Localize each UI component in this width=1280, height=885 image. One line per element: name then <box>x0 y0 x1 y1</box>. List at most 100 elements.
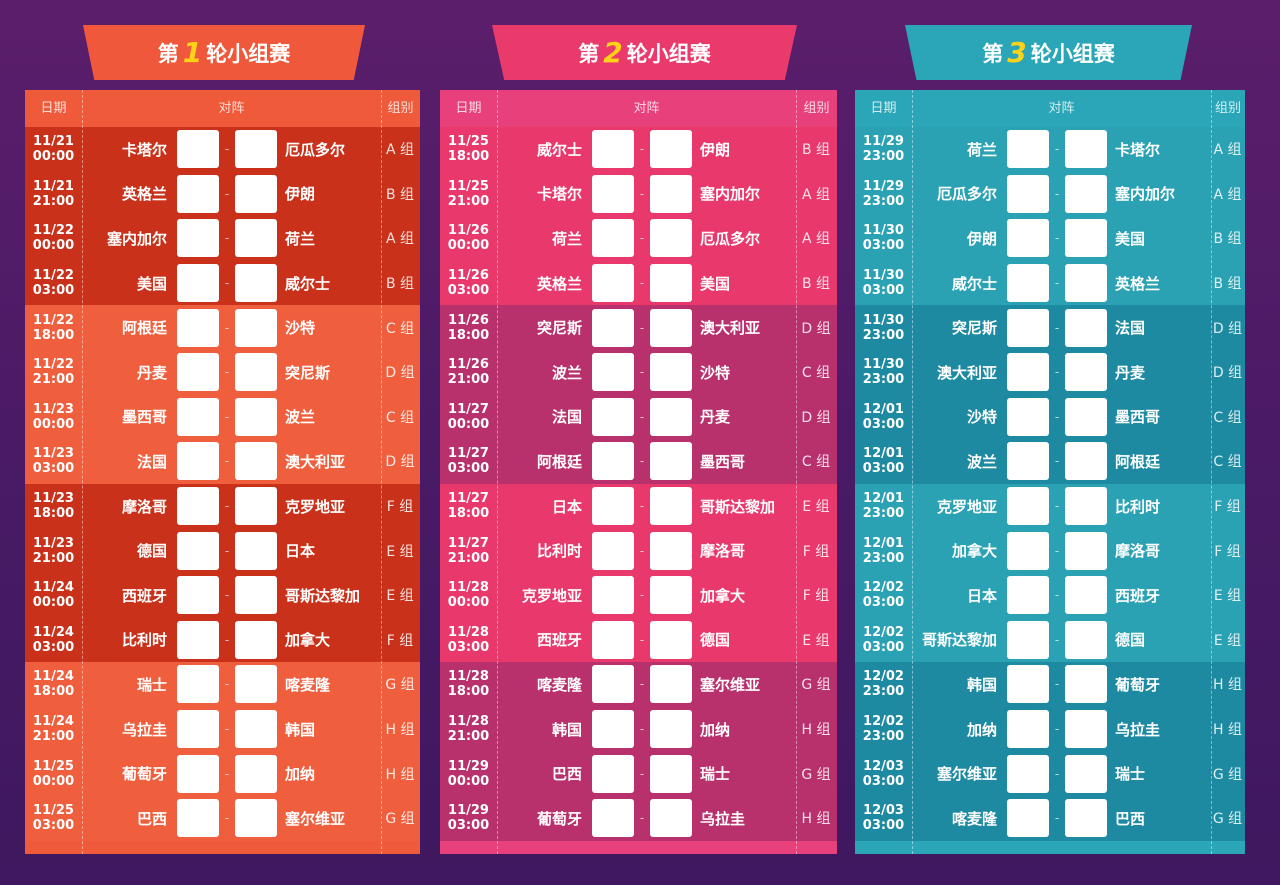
away-score-box[interactable] <box>650 397 692 436</box>
home-score-box[interactable] <box>1007 620 1049 659</box>
home-score-box[interactable] <box>592 442 634 481</box>
away-score-box[interactable] <box>650 665 692 704</box>
away-score-box[interactable] <box>650 308 692 347</box>
home-score-box[interactable] <box>177 353 219 392</box>
away-score-box[interactable] <box>650 576 692 615</box>
away-score-box[interactable] <box>235 397 277 436</box>
home-score-box[interactable] <box>1007 576 1049 615</box>
away-score-box[interactable] <box>650 219 692 258</box>
away-score-box[interactable] <box>235 710 277 749</box>
away-score-box[interactable] <box>235 531 277 570</box>
away-score-box[interactable] <box>235 665 277 704</box>
away-score-box[interactable] <box>1065 353 1107 392</box>
away-score-box[interactable] <box>235 264 277 303</box>
away-score-box[interactable] <box>235 487 277 526</box>
away-score-box[interactable] <box>235 442 277 481</box>
home-score-box[interactable] <box>1007 442 1049 481</box>
away-score-box[interactable] <box>235 353 277 392</box>
home-score-box[interactable] <box>177 620 219 659</box>
away-score-box[interactable] <box>1065 130 1107 169</box>
away-score-box[interactable] <box>650 620 692 659</box>
away-score-box[interactable] <box>1065 754 1107 793</box>
away-score-box[interactable] <box>650 710 692 749</box>
home-score-box[interactable] <box>1007 219 1049 258</box>
home-score-box[interactable] <box>592 308 634 347</box>
home-score-box[interactable] <box>177 710 219 749</box>
away-score-box[interactable] <box>650 353 692 392</box>
away-score-box[interactable] <box>1065 576 1107 615</box>
home-score-box[interactable] <box>592 799 634 838</box>
home-score-box[interactable] <box>177 397 219 436</box>
home-score-box[interactable] <box>1007 754 1049 793</box>
away-score-box[interactable] <box>1065 174 1107 213</box>
home-score-box[interactable] <box>1007 799 1049 838</box>
home-score-box[interactable] <box>177 799 219 838</box>
away-score-box[interactable] <box>1065 397 1107 436</box>
home-score-box[interactable] <box>592 576 634 615</box>
home-score-box[interactable] <box>592 710 634 749</box>
home-score-box[interactable] <box>1007 665 1049 704</box>
away-score-box[interactable] <box>650 487 692 526</box>
home-score-box[interactable] <box>177 531 219 570</box>
home-score-box[interactable] <box>177 487 219 526</box>
away-score-box[interactable] <box>235 754 277 793</box>
home-score-box[interactable] <box>592 620 634 659</box>
home-score-box[interactable] <box>592 665 634 704</box>
home-score-box[interactable] <box>592 219 634 258</box>
away-score-box[interactable] <box>650 174 692 213</box>
away-score-box[interactable] <box>235 219 277 258</box>
away-score-box[interactable] <box>650 442 692 481</box>
home-score-box[interactable] <box>592 487 634 526</box>
match-time: 03:00 <box>862 773 905 789</box>
away-score-box[interactable] <box>1065 710 1107 749</box>
home-score-box[interactable] <box>592 397 634 436</box>
home-score-box[interactable] <box>592 754 634 793</box>
away-score-box[interactable] <box>235 576 277 615</box>
home-score-box[interactable] <box>177 576 219 615</box>
away-team: 澳大利亚 <box>285 452 346 471</box>
home-score-box[interactable] <box>1007 264 1049 303</box>
home-score-box[interactable] <box>177 754 219 793</box>
away-score-box[interactable] <box>1065 531 1107 570</box>
away-score-box[interactable] <box>235 130 277 169</box>
home-score-box[interactable] <box>592 531 634 570</box>
match-date: 12/03 <box>863 803 904 819</box>
home-score-box[interactable] <box>1007 174 1049 213</box>
away-score-box[interactable] <box>650 130 692 169</box>
home-score-box[interactable] <box>1007 130 1049 169</box>
home-score-box[interactable] <box>592 264 634 303</box>
home-score-box[interactable] <box>592 174 634 213</box>
away-score-box[interactable] <box>235 174 277 213</box>
away-score-box[interactable] <box>1065 308 1107 347</box>
home-score-box[interactable] <box>177 665 219 704</box>
away-score-box[interactable] <box>650 799 692 838</box>
home-score-box[interactable] <box>177 308 219 347</box>
home-score-box[interactable] <box>177 174 219 213</box>
home-score-box[interactable] <box>177 442 219 481</box>
home-score-box[interactable] <box>1007 531 1049 570</box>
away-score-box[interactable] <box>235 308 277 347</box>
away-score-box[interactable] <box>235 620 277 659</box>
home-score-box[interactable] <box>177 130 219 169</box>
home-score-box[interactable] <box>592 130 634 169</box>
home-score-box[interactable] <box>1007 397 1049 436</box>
away-score-box[interactable] <box>1065 264 1107 303</box>
home-score-box[interactable] <box>1007 308 1049 347</box>
home-score-box[interactable] <box>1007 487 1049 526</box>
home-score-box[interactable] <box>1007 710 1049 749</box>
away-score-box[interactable] <box>235 799 277 838</box>
match-time: 23:00 <box>862 729 905 745</box>
home-score-box[interactable] <box>177 219 219 258</box>
away-score-box[interactable] <box>650 531 692 570</box>
home-score-box[interactable] <box>592 353 634 392</box>
away-score-box[interactable] <box>1065 665 1107 704</box>
away-score-box[interactable] <box>1065 620 1107 659</box>
home-score-box[interactable] <box>1007 353 1049 392</box>
home-score-box[interactable] <box>177 264 219 303</box>
away-score-box[interactable] <box>1065 219 1107 258</box>
away-score-box[interactable] <box>650 264 692 303</box>
away-score-box[interactable] <box>1065 442 1107 481</box>
away-score-box[interactable] <box>1065 799 1107 838</box>
away-score-box[interactable] <box>1065 487 1107 526</box>
away-score-box[interactable] <box>650 754 692 793</box>
